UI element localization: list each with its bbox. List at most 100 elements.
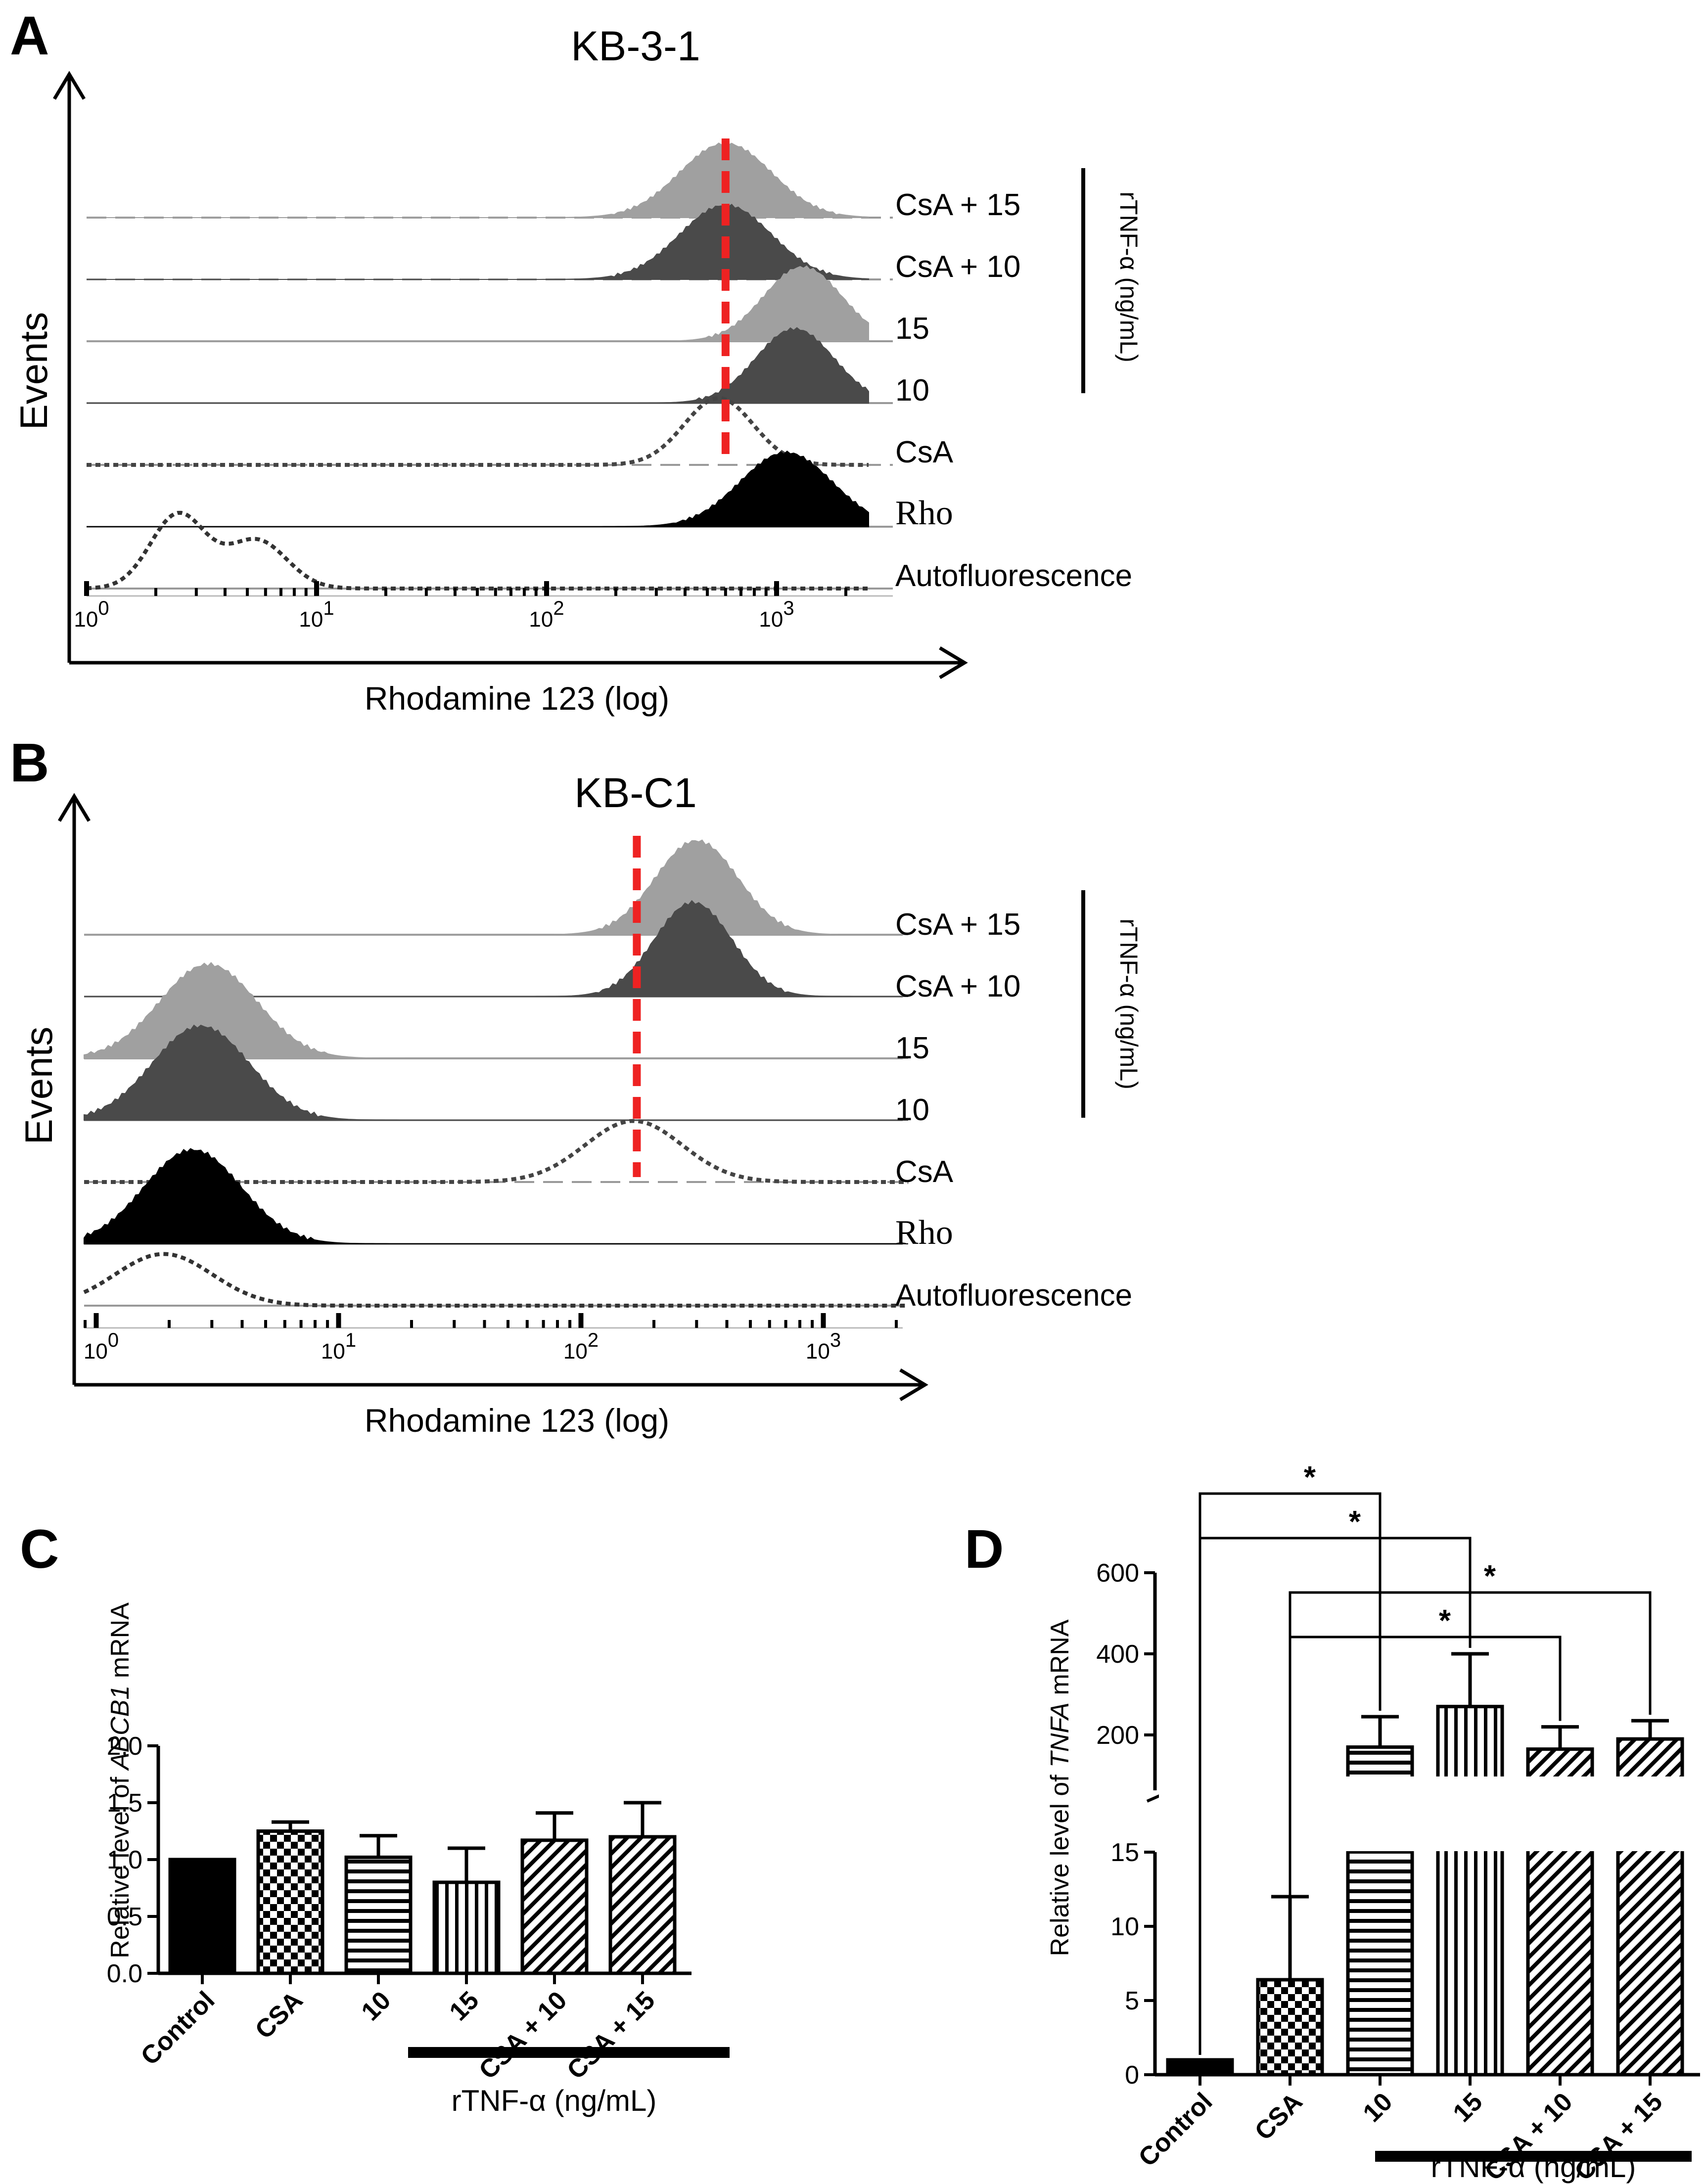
panel-c-ylabel: Relative level of ABCB1 mRNA (106, 1602, 135, 1958)
y-tick-label: 1.5 (107, 1789, 142, 1818)
x-tick-label: 103 (759, 597, 794, 632)
histogram-curve-csa-10 (87, 203, 869, 280)
bar-15 (432, 1880, 501, 1975)
trace-label-csa: CsA (895, 1155, 954, 1189)
x-tick-label: 101 (321, 1329, 356, 1364)
panel-b-ticks: 100 101 102 103 (84, 1313, 903, 1364)
panel-d-letter: D (965, 1519, 1004, 1580)
panel-b-group-label: rTNF-α (ng/mL) (1115, 918, 1143, 1090)
panel-b-ylabel: Events (17, 1027, 60, 1144)
trace-label-csa-10: CsA + 10 (895, 250, 1020, 284)
panel-b-x-arrow (899, 1368, 928, 1402)
bar-csa (256, 1829, 324, 1975)
y-tick-label: 0 (1125, 2061, 1139, 2090)
bar-control (168, 1858, 236, 1975)
panel-a-traces (86, 138, 893, 591)
trace-label-csa: CsA (895, 435, 954, 469)
significance-star: * (1439, 1604, 1451, 1638)
bar-control (1166, 2058, 1234, 2077)
x-label-control: Control (1133, 2087, 1218, 2172)
x-label-csa: CSA (250, 1986, 309, 2045)
panel-c-group-label: rTNF-α (ng/mL) (452, 2084, 657, 2117)
x-label-csa-10: CSA + 10 (473, 1986, 572, 2085)
trace-label-autofluorescence: Autofluorescence (895, 1278, 1132, 1313)
trace-label-15: 15 (895, 312, 929, 346)
axis-break-gap (1159, 1776, 1699, 1851)
panel-a-histogram: A KB-3-1 Events Rhodamine 123 (log) 100 1… (10, 5, 1143, 717)
histogram-curve-csa (87, 396, 869, 467)
significance-bracket (1289, 1636, 1562, 1975)
histogram-curve-10 (87, 327, 869, 404)
panel-b-traces (83, 836, 908, 1308)
histogram-curve-autofluorescence (83, 1252, 908, 1308)
y-tick-label: 0.0 (107, 1959, 142, 1988)
panel-a-y-arrow (52, 71, 86, 100)
bar-csa-10 (520, 1838, 589, 1975)
y-tick-label: 5 (1125, 1987, 1139, 2015)
significance-star: * (1349, 1505, 1361, 1539)
panel-a-ylabel: Events (12, 312, 55, 430)
histogram-curve-csa-15 (87, 141, 869, 218)
bar-10 (344, 1855, 413, 1975)
histogram-curve-10 (84, 1024, 908, 1121)
y-tick-label: 400 (1096, 1640, 1139, 1669)
panel-a-trace-labels: CsA + 15 CsA + 10 15 10 CsA Rho Autofluorescen… (895, 188, 1132, 593)
y-tick-label: 15 (1110, 1838, 1139, 1867)
x-tick-label: 102 (529, 597, 564, 632)
panel-a-group-label: rTNF-α (ng/mL) (1115, 191, 1143, 363)
x-tick-label: 102 (563, 1329, 599, 1364)
significance-star: * (1304, 1460, 1316, 1495)
trace-label-csa-10: CsA + 10 (895, 969, 1020, 1003)
trace-label-10: 10 (895, 373, 929, 408)
panel-b-y-arrow (57, 793, 91, 822)
bar-csa (1256, 1978, 1324, 2077)
panel-a-xlabel: Rhodamine 123 (log) (365, 680, 669, 717)
trace-label-15: 15 (895, 1031, 929, 1065)
panel-a-letter: A (10, 5, 49, 66)
x-label-csa-15: CSA + 15 (561, 1986, 660, 2085)
x-tick-label: 103 (806, 1329, 841, 1364)
bar-csa-15 (608, 1835, 677, 1975)
panel-b-trace-labels: CsA + 15 CsA + 10 15 10 CsA Rho Autofluorescen… (895, 908, 1132, 1313)
panel-c-letter: C (20, 1519, 59, 1580)
x-label-15: 15 (444, 1986, 485, 2026)
panel-a-x-arrow (939, 646, 968, 680)
panel-c-bar-chart: C Relative level of ABCB1 mRNA 0.0 0.5 1.0… (20, 1519, 730, 2117)
trace-label-10: 10 (895, 1093, 929, 1127)
trace-label-rho: Rho (895, 1214, 953, 1252)
histogram-curve-rho (87, 450, 869, 527)
trace-label-csa-15: CsA + 15 (895, 908, 1020, 942)
panel-b-histogram: B KB-C1 Events Rhodamine 123 (log) 100 10… (10, 732, 1143, 1439)
x-tick-label: 100 (84, 1329, 119, 1364)
significance-star: * (1484, 1559, 1496, 1593)
histogram-curve-rho (84, 1148, 908, 1244)
x-label-control: Control (136, 1986, 221, 2071)
x-label-csa: CSA (1249, 2087, 1308, 2146)
y-tick-label: 600 (1096, 1559, 1139, 1588)
panel-d-bar-chart: D Relative level of TNFA mRNA 0 5 10 15 200 4… (965, 1460, 1700, 2184)
panel-a-title: KB-3-1 (571, 23, 700, 69)
y-tick-label: 2.0 (107, 1732, 142, 1761)
panel-a-ticks: 100 101 102 103 (74, 581, 893, 632)
panel-d-group-label: rTNF-α (ng/mL) (1431, 2150, 1636, 2184)
trace-label-csa-15: CsA + 15 (895, 188, 1020, 222)
panel-b-title: KB-C1 (574, 770, 696, 816)
y-tick-label: 1.0 (107, 1846, 142, 1874)
trace-label-rho: Rho (895, 494, 953, 532)
panel-b-xlabel: Rhodamine 123 (log) (365, 1402, 669, 1439)
panel-d-ylabel: Relative level of TNFA mRNA (1046, 1619, 1074, 1956)
trace-label-autofluorescence: Autofluorescence (895, 559, 1132, 593)
x-tick-label: 100 (74, 597, 109, 632)
x-label-10: 10 (1358, 2087, 1398, 2128)
bar-15 (1436, 1705, 1504, 2077)
panel-b-letter: B (10, 732, 49, 793)
y-tick-label: 200 (1096, 1721, 1139, 1750)
x-tick-label: 101 (299, 597, 334, 632)
x-label-15: 15 (1448, 2087, 1488, 2128)
x-label-10: 10 (356, 1986, 397, 2026)
y-tick-label: 10 (1110, 1912, 1139, 1941)
histogram-curve-autofluorescence (86, 510, 869, 591)
